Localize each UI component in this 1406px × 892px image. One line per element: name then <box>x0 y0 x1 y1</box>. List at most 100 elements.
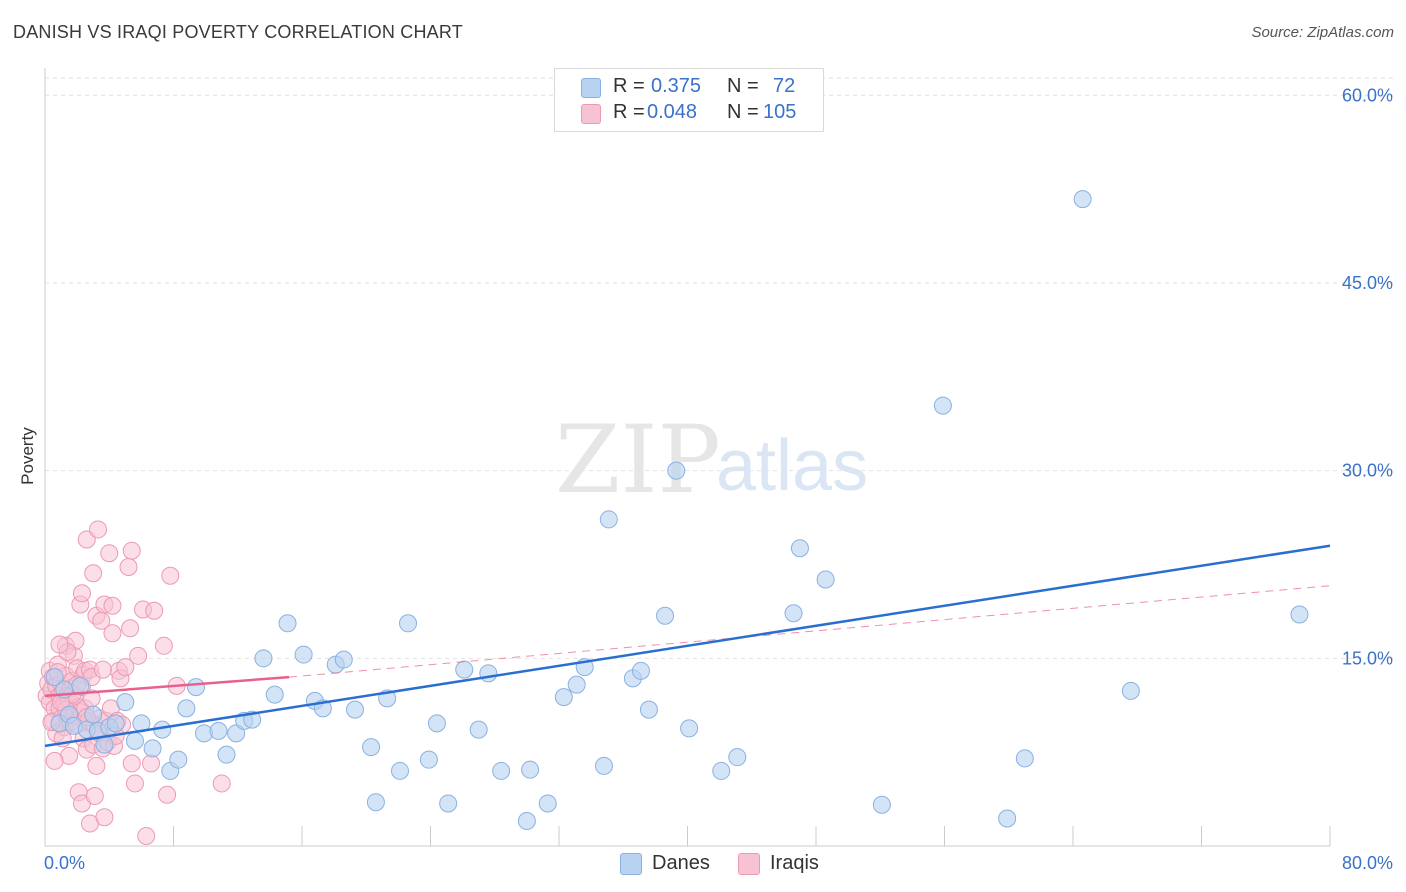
danes-point <box>790 539 809 558</box>
danes-point <box>169 750 188 769</box>
trend-lines <box>44 544 1331 748</box>
iraqis-point <box>89 520 108 539</box>
danes-point <box>521 760 540 779</box>
iraqis-point <box>212 774 231 793</box>
iraqis-point <box>158 785 177 804</box>
danes-point <box>599 510 618 529</box>
danes-point <box>492 761 511 780</box>
danes-point <box>455 660 474 679</box>
legend-r-label: R = <box>613 75 645 97</box>
chart-title: DANISH VS IRAQI POVERTY CORRELATION CHAR… <box>13 22 463 42</box>
y-tick-label: 30.0% <box>1342 461 1393 481</box>
iraqis-point <box>142 754 161 773</box>
watermark-atlas: atlas <box>716 426 868 506</box>
danes-point <box>419 750 438 769</box>
danes-point <box>177 699 196 718</box>
danes-point <box>399 614 418 633</box>
danes-point <box>712 761 731 780</box>
iraqis-point <box>95 808 114 827</box>
danes-point <box>998 809 1017 828</box>
iraqis-trend-line <box>44 675 290 698</box>
danes-point <box>680 719 699 738</box>
danes-point <box>1121 681 1140 700</box>
bottom-legend-iraqis: Iraqis <box>738 850 838 878</box>
iraqis-point <box>77 530 96 549</box>
iraqis-point <box>103 596 122 615</box>
y-tick-label: 45.0% <box>1342 273 1393 293</box>
danes-point <box>667 461 686 480</box>
danes-point <box>334 650 353 669</box>
legend-r-label: R = <box>613 101 645 123</box>
y-tick-label: 60.0% <box>1342 85 1393 105</box>
iraqis-point <box>85 786 104 805</box>
watermark: ZIP atlas <box>555 406 868 515</box>
legend-n-label: N = <box>727 101 759 123</box>
iraqis-point <box>87 756 106 775</box>
danes-point <box>278 614 297 633</box>
danes-point <box>106 714 125 733</box>
danes-point <box>567 675 586 694</box>
danes-point <box>639 700 658 719</box>
axis-labels: 15.0% 30.0% 45.0% 60.0% 0.0% 80.0% Poverty <box>18 85 1393 873</box>
iraqis-point <box>103 624 122 643</box>
danes-series <box>45 190 1309 830</box>
danes-point <box>143 739 162 758</box>
x-tick-label: 80.0% <box>1342 853 1393 873</box>
legend-n-label: N = <box>727 75 759 97</box>
danes-point <box>362 738 381 757</box>
legend-r-value: 0.375 <box>651 75 702 97</box>
danes-point <box>125 731 144 750</box>
danes-swatch <box>581 78 601 98</box>
iraqis-point <box>161 566 180 585</box>
danes-point <box>427 714 446 733</box>
iraqis-point <box>145 601 164 620</box>
danes-point <box>45 668 64 687</box>
danes-point <box>265 685 284 704</box>
iraqis-legend-swatch <box>738 853 760 875</box>
danes-point <box>594 756 613 775</box>
iraqis-point <box>154 636 173 655</box>
iraqis-point <box>122 541 141 560</box>
danes-point <box>439 794 458 813</box>
danes-legend-swatch <box>620 853 642 875</box>
danes-point <box>517 811 536 830</box>
iraqis-point <box>137 826 156 845</box>
iraqis-legend-label: Iraqis <box>770 852 819 874</box>
danes-point <box>538 794 557 813</box>
danes-point <box>728 748 747 767</box>
iraqis-point <box>84 564 103 583</box>
iraqis-point <box>129 646 148 665</box>
y-tick-label: 15.0% <box>1342 648 1393 668</box>
iraqis-point <box>72 584 91 603</box>
iraqis-point <box>45 751 64 770</box>
danes-point <box>1015 749 1034 768</box>
legend-row-iraqis: R = 0.048 N = 105 <box>555 101 823 127</box>
legend-row-danes: R = 0.375 N = 72 <box>555 75 823 101</box>
iraqis-point <box>122 754 141 773</box>
danes-point <box>631 661 650 680</box>
danes-point <box>872 795 891 814</box>
correlation-legend: R = 0.375 N = 72 R = 0.048 N = 105 <box>554 68 824 132</box>
danes-point <box>366 793 385 812</box>
danes-point <box>209 721 228 740</box>
danes-legend-label: Danes <box>652 852 710 874</box>
danes-point <box>1073 190 1092 209</box>
danes-point <box>816 570 835 589</box>
danes-point <box>254 649 273 668</box>
danes-point <box>390 761 409 780</box>
danes-point <box>656 606 675 625</box>
iraqis-point <box>119 557 138 576</box>
danes-point <box>346 700 365 719</box>
x-tick-label: 0.0% <box>44 853 85 873</box>
danes-point <box>116 693 135 712</box>
iraqis-point <box>116 658 135 677</box>
danes-point <box>479 664 498 683</box>
y-axis-title: Poverty <box>18 427 37 485</box>
iraqis-point <box>125 774 144 793</box>
legend-n-value: 105 <box>763 101 797 123</box>
grid-lines <box>45 77 1395 659</box>
bottom-legend-danes: Danes <box>620 850 720 878</box>
source-label: Source: ZipAtlas.com <box>1251 24 1394 41</box>
danes-point <box>186 678 205 697</box>
iraqis-swatch <box>581 104 601 124</box>
